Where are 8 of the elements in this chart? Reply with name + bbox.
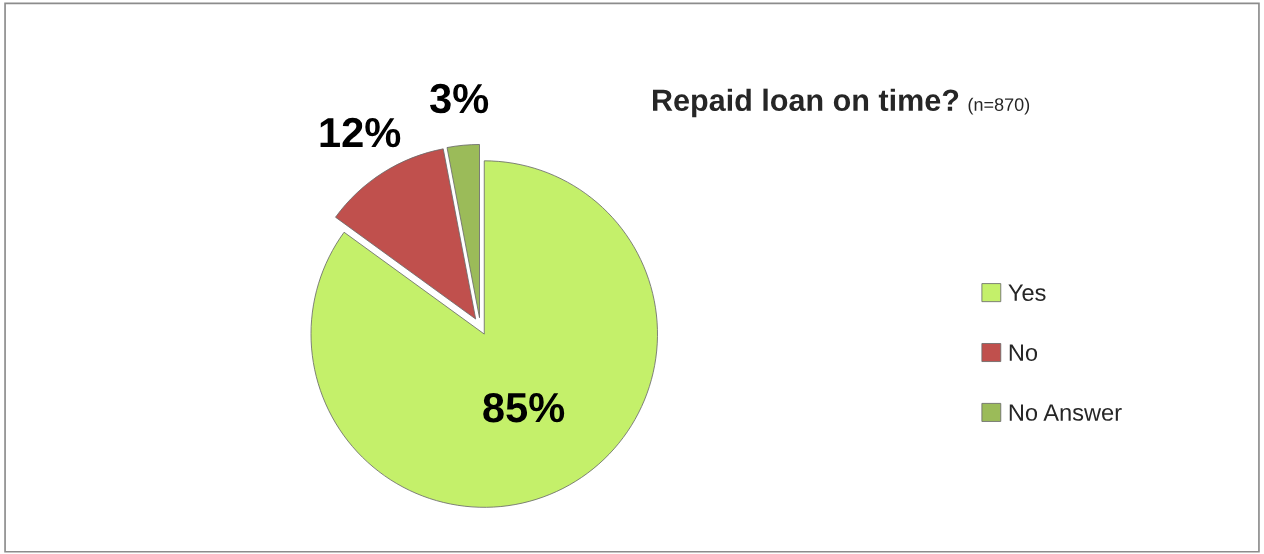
legend-label: No (1009, 344, 1038, 361)
data-label: 12% (320, 117, 401, 148)
legend-label: No Answer (1009, 404, 1122, 421)
text: (n=870) (968, 97, 1030, 115)
chart-title: Repaid loan on time? (653, 88, 959, 118)
data-label: 3% (429, 83, 489, 114)
legend-label: Yes (1008, 284, 1046, 302)
data-label: 85% (483, 392, 565, 423)
